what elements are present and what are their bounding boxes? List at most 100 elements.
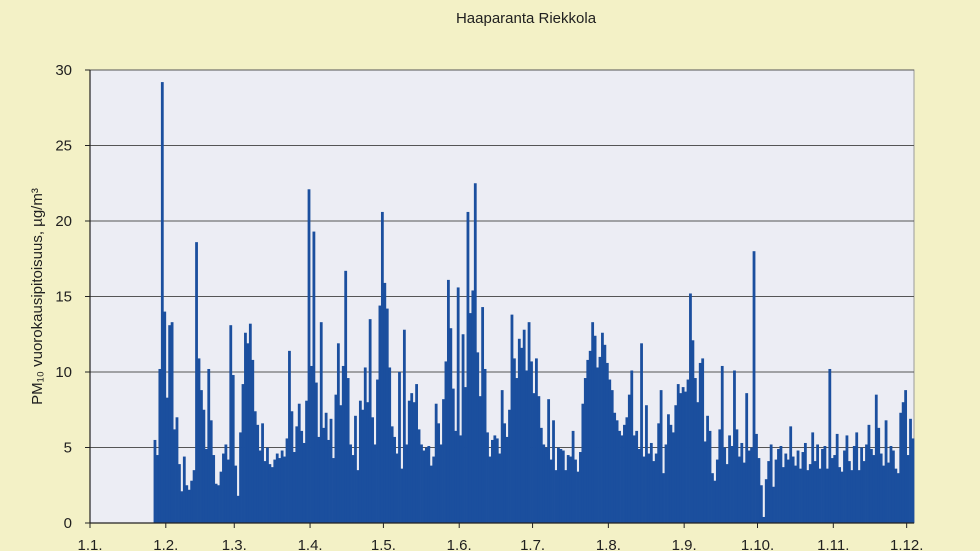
bar bbox=[503, 423, 507, 523]
bar bbox=[777, 449, 780, 523]
bar bbox=[314, 382, 318, 523]
bar bbox=[882, 465, 886, 523]
bar bbox=[865, 444, 868, 523]
bar bbox=[312, 231, 316, 523]
bar bbox=[781, 467, 785, 523]
bar bbox=[561, 450, 565, 523]
bar bbox=[737, 456, 741, 523]
bar bbox=[772, 486, 775, 523]
bar bbox=[520, 347, 524, 523]
bar bbox=[310, 365, 313, 523]
bar bbox=[640, 343, 643, 523]
bar bbox=[197, 358, 201, 523]
bar bbox=[522, 329, 526, 523]
bar bbox=[762, 516, 766, 523]
bar bbox=[542, 444, 546, 523]
bar bbox=[620, 435, 624, 523]
bar bbox=[200, 390, 203, 523]
bar bbox=[676, 384, 680, 523]
bar bbox=[860, 447, 864, 523]
bar bbox=[349, 444, 352, 523]
bar bbox=[906, 455, 910, 523]
bar bbox=[691, 340, 695, 523]
bar bbox=[500, 390, 504, 523]
bar bbox=[461, 334, 465, 523]
bar bbox=[667, 414, 670, 523]
bar bbox=[730, 445, 734, 523]
bar bbox=[759, 485, 763, 523]
bar bbox=[784, 453, 788, 523]
bar bbox=[266, 447, 269, 523]
bar bbox=[473, 183, 477, 523]
bar bbox=[358, 400, 362, 523]
bar bbox=[476, 352, 480, 523]
bar bbox=[395, 453, 399, 523]
bar bbox=[420, 444, 423, 523]
bar bbox=[838, 467, 841, 523]
bar bbox=[813, 461, 817, 523]
bar bbox=[478, 396, 482, 523]
bar bbox=[468, 313, 472, 523]
bar bbox=[630, 370, 634, 523]
bar bbox=[229, 325, 233, 523]
bar bbox=[535, 358, 538, 523]
bar bbox=[588, 350, 592, 523]
bar bbox=[689, 293, 692, 523]
bar bbox=[586, 359, 590, 523]
bar bbox=[735, 429, 739, 523]
bar bbox=[170, 322, 174, 523]
bar bbox=[190, 480, 194, 523]
bar bbox=[192, 470, 196, 523]
bar bbox=[877, 427, 881, 523]
bar bbox=[769, 444, 773, 523]
bar bbox=[774, 459, 778, 523]
bar bbox=[794, 465, 797, 523]
bar bbox=[202, 409, 206, 523]
bar bbox=[713, 480, 717, 523]
bar bbox=[361, 409, 365, 523]
bar bbox=[623, 424, 626, 523]
bar bbox=[209, 420, 213, 523]
bar bbox=[175, 417, 179, 523]
y-tick-label: 0 bbox=[64, 515, 72, 532]
bar bbox=[537, 396, 541, 523]
x-tick-label: 1.4. bbox=[298, 537, 323, 551]
bar bbox=[816, 444, 819, 523]
bar bbox=[596, 367, 599, 523]
bar bbox=[412, 402, 416, 523]
bar bbox=[451, 388, 455, 523]
bar bbox=[459, 435, 463, 523]
chart-title: Haaparanta Riekkola bbox=[456, 10, 597, 27]
bar bbox=[346, 378, 350, 523]
y-tick-labels: 0 5 10 15 20 25 30 bbox=[55, 62, 90, 532]
x-tick-label: 1.1. bbox=[77, 537, 102, 551]
bar bbox=[207, 368, 211, 523]
bar bbox=[899, 412, 903, 523]
bar bbox=[307, 189, 311, 524]
bar bbox=[811, 432, 815, 523]
bar bbox=[720, 365, 724, 523]
bar bbox=[718, 429, 722, 523]
bar bbox=[488, 456, 492, 523]
bar bbox=[297, 403, 301, 523]
bar bbox=[791, 456, 795, 523]
bar bbox=[557, 447, 560, 523]
y-tick-label: 30 bbox=[55, 62, 72, 79]
bar bbox=[393, 436, 396, 523]
bar bbox=[654, 453, 658, 523]
bar bbox=[894, 468, 898, 523]
y-tick-label: 15 bbox=[55, 289, 72, 306]
bar bbox=[380, 211, 384, 523]
bar bbox=[728, 435, 731, 523]
bar bbox=[219, 471, 223, 523]
bar bbox=[466, 211, 470, 523]
bar bbox=[684, 391, 687, 523]
bar bbox=[388, 367, 392, 523]
x-tick-label: 1.12. bbox=[890, 537, 923, 551]
bar bbox=[324, 412, 328, 523]
bar bbox=[165, 397, 169, 523]
bar bbox=[156, 455, 159, 523]
bar bbox=[564, 470, 568, 523]
bar bbox=[671, 432, 675, 523]
bar bbox=[825, 468, 829, 523]
